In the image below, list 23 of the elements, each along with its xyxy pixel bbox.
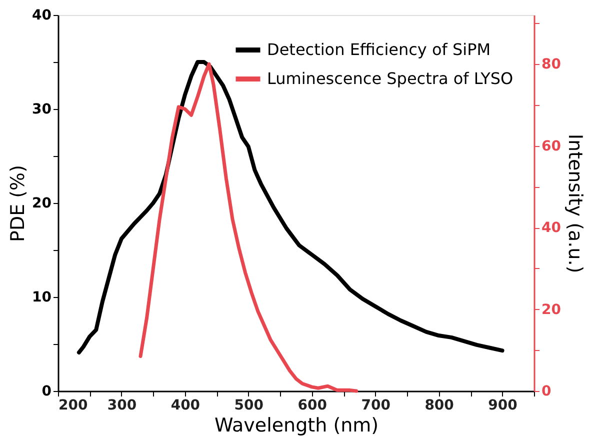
- y-tick-label: 30: [32, 102, 52, 118]
- y-tick-label: 20: [32, 196, 52, 212]
- y-axis-title: PDE (%): [7, 164, 30, 242]
- x-tick-label: 700: [361, 398, 391, 414]
- legend-label: Luminescence Spectra of LYSO: [267, 69, 514, 88]
- x-axis-title: Wavelength (nm): [214, 414, 379, 436]
- x-tick-label: 500: [234, 398, 264, 414]
- y-tick-label: 0: [42, 384, 52, 400]
- y-tick-label: 10: [32, 290, 52, 306]
- x-tick-label: 200: [58, 398, 88, 414]
- y2-tick-label: 60: [542, 138, 562, 154]
- x-tick-label: 400: [170, 398, 200, 414]
- x-tick-label: 300: [107, 398, 137, 414]
- y2-axis-title: Intensity (a.u.): [564, 134, 586, 274]
- legend-label: Detection Efficiency of SiPM: [267, 40, 491, 59]
- y2-tick-label: 40: [542, 220, 562, 236]
- x-tick-label: 600: [298, 398, 328, 414]
- x-tick-label: 800: [424, 398, 454, 414]
- x-tick-label: 900: [488, 398, 518, 414]
- y2-tick-label: 20: [542, 302, 562, 318]
- y2-tick-label: 0: [542, 384, 552, 400]
- y-tick-label: 40: [32, 8, 52, 24]
- y2-tick-label: 80: [542, 56, 562, 73]
